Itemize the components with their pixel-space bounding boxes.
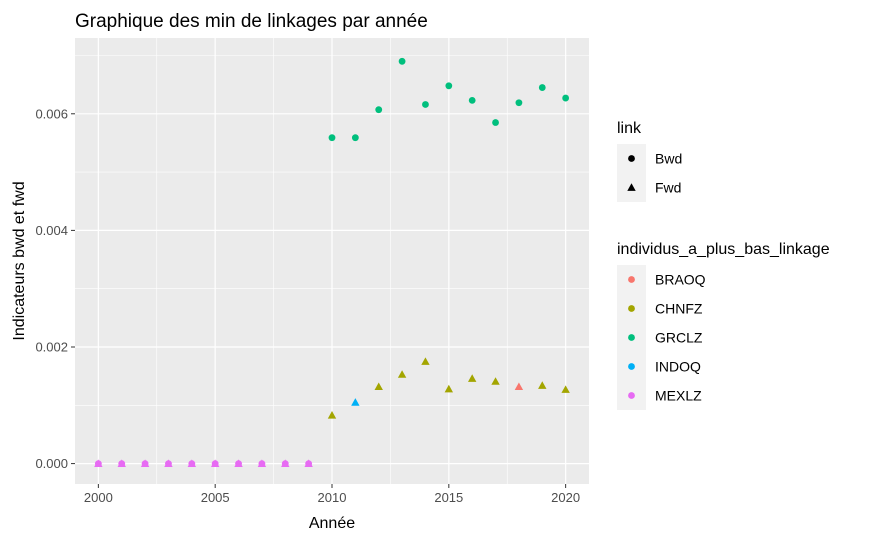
data-point-fwd-2017: [491, 377, 500, 385]
x-axis-ticks: 2000 2005 2010 2015 2020: [84, 484, 580, 505]
y-axis-ticks: 0.000 0.002 0.004 0.006: [35, 106, 75, 471]
data-point-bwd-2012: [375, 106, 383, 114]
y-tick-label: 0.006: [35, 106, 68, 121]
data-point-fwd-2009: [304, 459, 313, 467]
data-point-fwd-2001: [117, 459, 126, 467]
shape-legend-label: Bwd: [655, 151, 682, 167]
x-tick-label: 2010: [318, 490, 347, 505]
data-point-bwd-2013: [398, 57, 406, 65]
color-legend-label: CHNFZ: [655, 301, 703, 317]
chart-title: Graphique des min de linkages par année: [75, 11, 428, 32]
y-axis-title: Indicateurs bwd et fwd: [11, 181, 28, 340]
data-point-bwd-2016: [468, 96, 476, 104]
y-tick-label: 0.002: [35, 339, 68, 354]
shape-legend-key-bwd: [628, 155, 635, 162]
data-point-fwd-2016: [467, 374, 477, 382]
data-point-fwd-2003: [164, 459, 173, 467]
data-point-bwd-2017: [492, 119, 499, 126]
data-point-bwd-2020: [562, 94, 570, 102]
data-point-fwd-2005: [210, 459, 220, 467]
color-legend-key-mexlz: [628, 392, 635, 399]
data-points: [94, 57, 570, 467]
data-point-fwd-2008: [281, 459, 290, 467]
color-legend-key-grclz: [628, 334, 635, 341]
data-point-bwd-2018: [515, 99, 523, 107]
color-legend-label: INDOQ: [655, 359, 701, 375]
x-tick-label: 2005: [201, 490, 230, 505]
shape-legend-title: link: [617, 120, 642, 137]
data-point-fwd-2018: [514, 382, 524, 390]
x-axis-title: Année: [309, 515, 355, 532]
color-legend-key-chnfz: [628, 305, 635, 312]
shape-legend: link Bwd Fwd: [617, 120, 682, 202]
data-point-fwd-2015: [444, 384, 454, 393]
color-legend-label: GRCLZ: [655, 330, 703, 346]
data-point-fwd-2000: [94, 459, 103, 467]
data-point-fwd-2012: [374, 382, 383, 390]
data-point-fwd-2020: [561, 385, 570, 393]
data-point-fwd-2004: [187, 459, 197, 467]
data-point-fwd-2014: [421, 357, 430, 365]
data-point-fwd-2013: [397, 370, 407, 378]
x-tick-label: 2015: [434, 490, 463, 505]
data-point-fwd-2007: [257, 459, 267, 467]
color-legend-label: MEXLZ: [655, 388, 702, 404]
color-legend-key-indoq: [628, 363, 635, 370]
color-legend-title: individus_a_plus_bas_linkage: [617, 241, 830, 258]
data-point-fwd-2002: [140, 459, 150, 467]
data-point-bwd-2019: [538, 84, 546, 91]
x-tick-label: 2000: [84, 490, 113, 505]
major-gridlines: [75, 38, 589, 484]
color-legend: individus_a_plus_bas_linkage BRAOQ CHNFZ G…: [617, 241, 830, 410]
data-point-bwd-2010: [328, 134, 336, 142]
x-tick-label: 2020: [551, 490, 580, 505]
data-point-fwd-2011: [351, 398, 360, 406]
shape-legend-label: Fwd: [655, 180, 681, 196]
data-point-bwd-2015: [445, 82, 453, 90]
y-tick-label: 0.004: [35, 223, 68, 238]
data-point-fwd-2006: [234, 459, 243, 467]
y-tick-label: 0.000: [35, 456, 68, 471]
data-point-fwd-2010: [327, 411, 337, 419]
shape-legend-key-fwd: [627, 183, 636, 191]
data-point-bwd-2014: [422, 101, 429, 108]
data-point-fwd-2019: [538, 381, 547, 389]
color-legend-key-braoq: [628, 276, 635, 283]
data-point-bwd-2011: [351, 134, 359, 142]
color-legend-label: BRAOQ: [655, 272, 706, 288]
